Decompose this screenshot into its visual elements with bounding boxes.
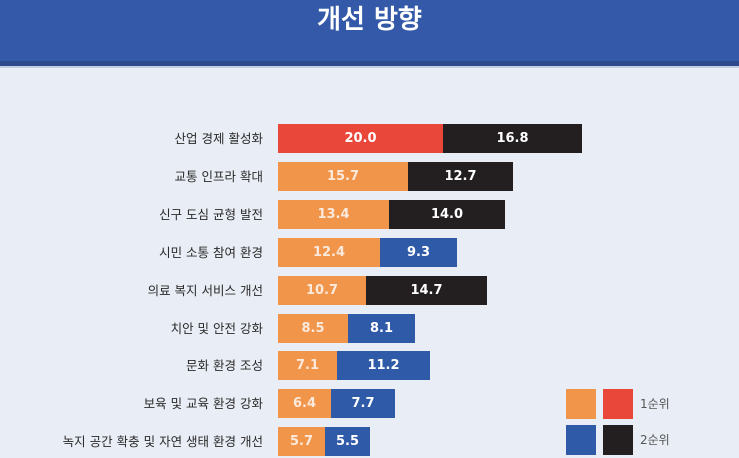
bar-rank2: 7.7	[331, 389, 395, 418]
bar-rank1: 13.4	[278, 200, 389, 229]
chart-row: 의료 복지 서비스 개선 10.7 14.7	[0, 276, 739, 305]
category-label: 산업 경제 활성화	[174, 131, 263, 146]
chart-row: 보육 및 교육 환경 강화 6.4 7.7	[0, 389, 739, 418]
legend-swatch-rank2-primary	[603, 425, 633, 455]
category-label: 교통 인프라 확대	[174, 169, 263, 184]
category-label: 시민 소통 참여 환경	[159, 245, 263, 260]
header-banner: 개선 방향	[0, 0, 739, 68]
bar-rank1: 12.4	[278, 238, 380, 267]
chart-row: 치안 및 안전 강화 8.5 8.1	[0, 314, 739, 343]
legend-label-rank1: 1순위	[640, 397, 670, 411]
bar-rank2: 11.2	[337, 351, 430, 380]
legend-swatch-rank1-primary	[603, 389, 633, 419]
bar-rank1: 5.7	[278, 427, 325, 456]
bar-rank2: 14.0	[389, 200, 505, 229]
category-label: 녹지 공간 확충 및 자연 생태 환경 개선	[62, 434, 263, 449]
bar-rank1: 15.7	[278, 162, 408, 191]
bar-rank2: 16.8	[443, 124, 582, 153]
chart-row: 산업 경제 활성화 20.0 16.8	[0, 124, 739, 153]
category-label: 문화 환경 조성	[186, 358, 263, 373]
chart-row: 시민 소통 참여 환경 12.4 9.3	[0, 238, 739, 267]
bar-rank2: 12.7	[408, 162, 513, 191]
legend-label-rank2: 2순위	[640, 433, 670, 447]
bar-rank2: 9.3	[380, 238, 457, 267]
category-label: 신구 도심 균형 발전	[159, 207, 263, 222]
category-label: 치안 및 안전 강화	[170, 321, 263, 336]
bar-rank2: 5.5	[325, 427, 370, 456]
category-label: 의료 복지 서비스 개선	[147, 283, 263, 298]
chart-row: 교통 인프라 확대 15.7 12.7	[0, 162, 739, 191]
bar-rank1: 6.4	[278, 389, 331, 418]
category-label: 보육 및 교육 환경 강화	[143, 396, 263, 411]
bar-rank1: 10.7	[278, 276, 366, 305]
legend-swatch-rank2-secondary	[566, 425, 596, 455]
bar-rank1: 8.5	[278, 314, 348, 343]
bar-rank1: 7.1	[278, 351, 337, 380]
bar-rank2: 8.1	[348, 314, 415, 343]
page-title: 개선 방향	[317, 5, 422, 35]
chart-row: 문화 환경 조성 7.1 11.2	[0, 351, 739, 380]
legend-swatch-rank1-secondary	[566, 389, 596, 419]
bar-rank2: 14.7	[366, 276, 487, 305]
chart-row: 신구 도심 균형 발전 13.4 14.0	[0, 200, 739, 229]
bar-rank1: 20.0	[278, 124, 443, 153]
chart-row: 녹지 공간 확충 및 자연 생태 환경 개선 5.7 5.5	[0, 427, 739, 456]
